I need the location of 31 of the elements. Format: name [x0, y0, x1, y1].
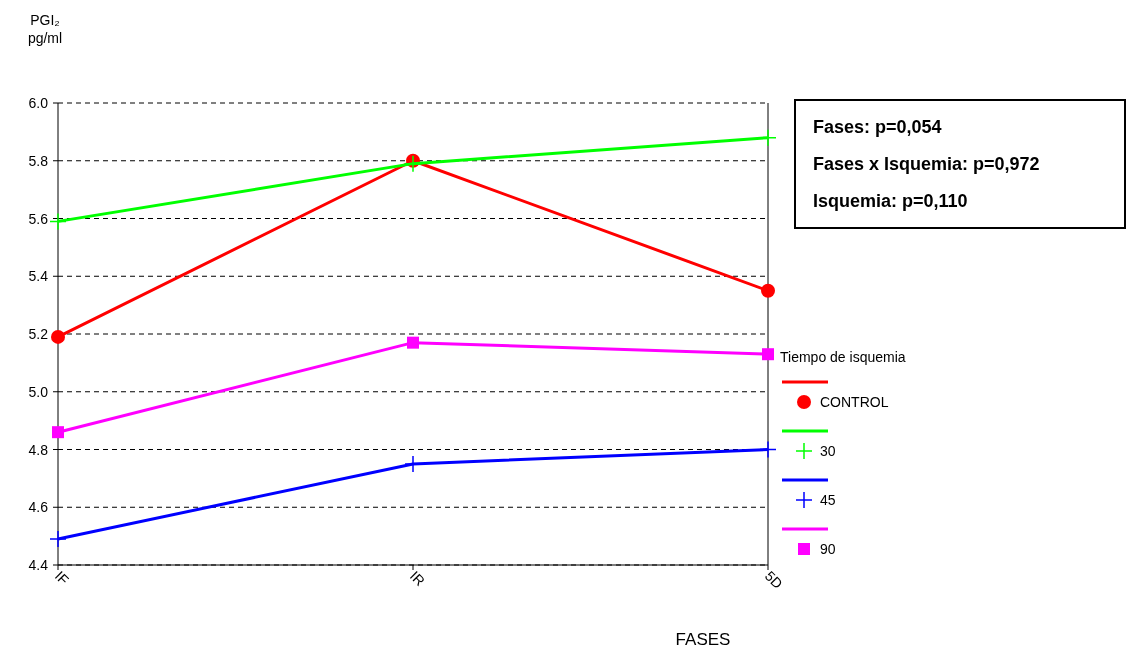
point	[759, 440, 777, 459]
point	[761, 283, 775, 298]
text: Fases: p=0,054	[813, 117, 942, 137]
legend-label: 45	[820, 492, 836, 508]
x-axis-title: FASES	[675, 630, 731, 649]
y-axis-title: PGI₂ pg/ml	[27, 12, 63, 46]
point	[762, 348, 774, 361]
x-tick-label: 5D	[761, 567, 786, 592]
legend-title: Tiempo de isquemia	[780, 349, 906, 365]
text: Isquemia: p=0,110	[813, 191, 968, 211]
y-tick-label: 5.6	[28, 210, 49, 227]
point	[407, 336, 419, 349]
legend-label: CONTROL	[820, 394, 889, 410]
point	[52, 426, 64, 439]
x-tick-label: IR	[406, 567, 429, 590]
y-tick-label: 5.4	[28, 268, 49, 285]
point	[49, 212, 67, 231]
y-tick-label: 4.4	[28, 557, 49, 573]
legend-label: 90	[820, 541, 836, 557]
y-tick-label: 5.8	[28, 152, 49, 169]
y-tick-label: 5.0	[28, 383, 49, 400]
point	[404, 154, 422, 173]
y-tick-label: 4.8	[28, 441, 49, 458]
x-tick-label: IF	[51, 567, 72, 588]
legend-label: 30	[820, 443, 836, 459]
point	[49, 530, 67, 548]
text: Fases x Isquemia: p=0,972	[813, 154, 1040, 174]
y-tick-label: 5.2	[28, 326, 49, 342]
y-tick-label: 4.6	[28, 499, 49, 516]
y-tick-label: 6.0	[28, 95, 49, 111]
point	[51, 329, 65, 344]
